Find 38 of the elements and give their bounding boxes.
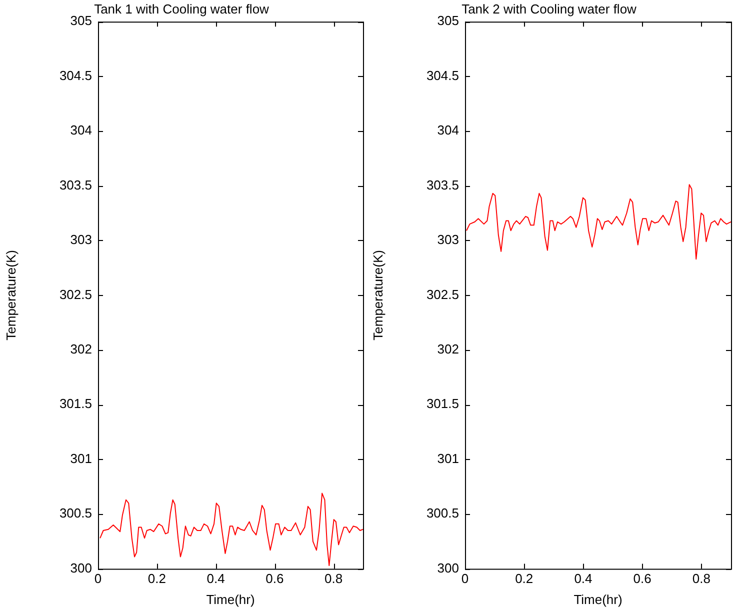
y-tick-label: 300.5 [59, 506, 92, 521]
y-tick-label: 301.5 [59, 396, 92, 412]
chart-title: Tank 2 with Cooling water flow [462, 1, 638, 16]
y-tick-label: 304 [437, 122, 459, 138]
y-tick-label: 301 [70, 450, 92, 466]
x-tick-label: 0.8 [324, 571, 343, 586]
x-axis-title: Time(hr) [206, 592, 255, 607]
y-axis-title: Temperature(K) [3, 250, 18, 340]
x-tick-label: 0 [461, 571, 469, 586]
x-tick-label: 0.4 [574, 571, 592, 586]
x-tick-label: 0.4 [206, 571, 225, 586]
y-tick-label: 303.5 [426, 177, 459, 192]
y-axis-title: Temperature(K) [370, 250, 386, 340]
y-tick-label: 301 [437, 450, 459, 466]
y-tick-label: 303 [70, 232, 92, 248]
x-tick-label: 0.2 [148, 571, 166, 586]
x-axis-title: Time(hr) [574, 592, 622, 607]
y-tick-label: 304.5 [59, 68, 92, 83]
y-tick-label: 300 [437, 560, 459, 576]
y-tick-label: 304.5 [426, 68, 459, 83]
chart-title: Tank 1 with Cooling water flow [94, 1, 270, 16]
y-tick-label: 303.5 [59, 177, 92, 192]
y-tick-label: 303 [437, 232, 459, 248]
x-tick-label: 0 [94, 571, 102, 586]
y-tick-label: 302.5 [59, 286, 92, 302]
x-tick-label: 0.2 [515, 571, 534, 586]
y-tick-label: 302 [70, 342, 92, 356]
x-tick-label: 0.6 [266, 571, 284, 586]
y-tick-label: 300 [70, 560, 92, 576]
y-tick-label: 301.5 [426, 396, 459, 412]
y-tick-label: 302.5 [426, 286, 459, 302]
y-tick-label: 304 [70, 122, 92, 138]
y-tick-label: 302 [437, 342, 459, 356]
x-tick-label: 0.6 [633, 571, 652, 586]
y-tick-label: 305 [70, 13, 92, 28]
y-tick-label: 300.5 [426, 506, 459, 521]
y-tick-label: 305 [437, 13, 459, 28]
x-tick-label: 0.8 [692, 571, 710, 586]
